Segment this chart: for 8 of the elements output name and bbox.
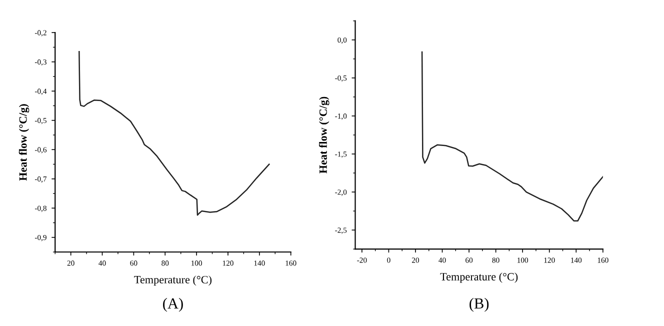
line-series (78, 50, 270, 216)
x-axis-title: Temperature (°C) (134, 276, 212, 286)
line-series (421, 51, 603, 222)
x-axis-title: Temperature (°C) (440, 272, 518, 283)
text: (A) (163, 298, 183, 312)
y-axis-title: Heat flow (°C/g) (18, 104, 30, 181)
y-axis-title: Heat flow (°C/g) (318, 96, 330, 174)
text: (B) (470, 298, 489, 312)
